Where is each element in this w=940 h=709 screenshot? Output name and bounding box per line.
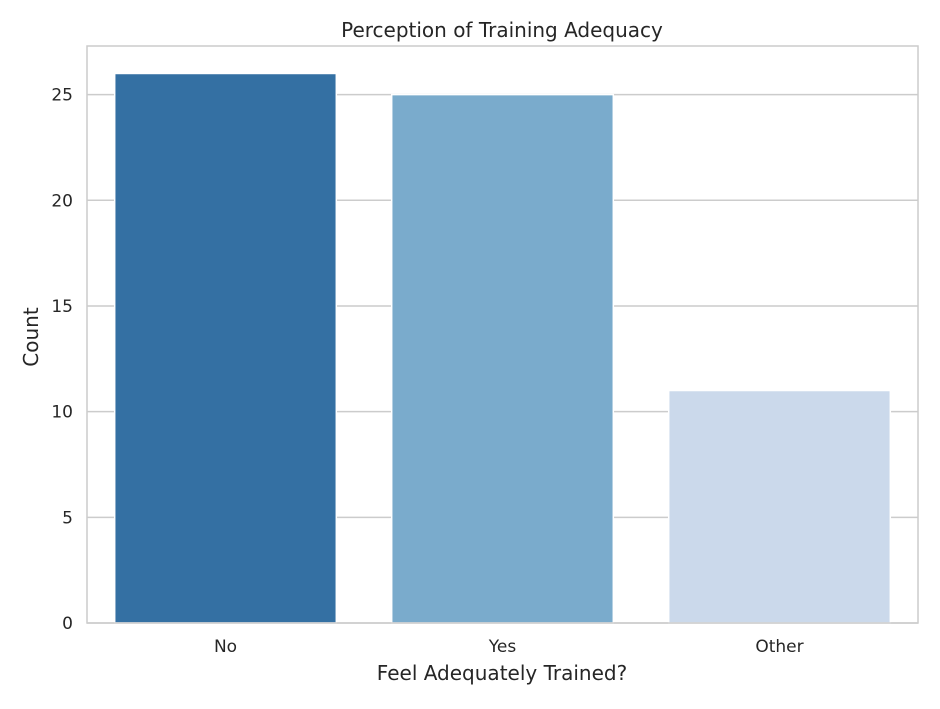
bar-no bbox=[113, 72, 338, 624]
x-tick-label: No bbox=[214, 637, 237, 657]
y-tick-label: 20 bbox=[51, 191, 73, 211]
y-tick-label: 0 bbox=[62, 614, 73, 634]
y-tick-label: 10 bbox=[51, 403, 73, 423]
y-tick-label: 15 bbox=[51, 297, 73, 317]
bar-other bbox=[667, 389, 892, 624]
y-tick-label: 25 bbox=[51, 86, 73, 106]
x-axis-label: Feel Adequately Trained? bbox=[377, 661, 627, 685]
y-tick-label: 5 bbox=[62, 508, 73, 528]
y-axis-label: Count bbox=[19, 307, 43, 367]
x-tick-labels: No Yes Other bbox=[214, 637, 804, 657]
x-tick-label: Other bbox=[755, 637, 803, 657]
bar-yes bbox=[390, 93, 615, 624]
y-tick-labels: 0 5 10 15 20 25 bbox=[51, 86, 73, 634]
plot-frame bbox=[86, 45, 919, 624]
chart-title: Perception of Training Adequacy bbox=[341, 18, 663, 42]
bars bbox=[113, 72, 892, 624]
x-tick-label: Yes bbox=[488, 637, 517, 657]
